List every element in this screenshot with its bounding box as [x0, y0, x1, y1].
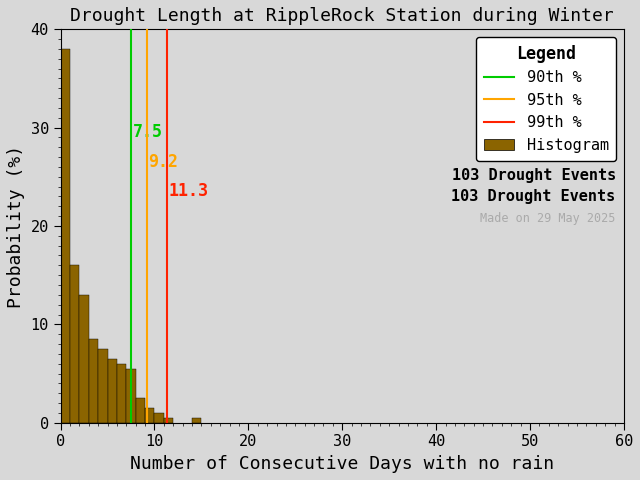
X-axis label: Number of Consecutive Days with no rain: Number of Consecutive Days with no rain [130, 455, 554, 473]
Bar [136, 398, 145, 423]
Text: 11.3: 11.3 [168, 182, 208, 201]
Bar [89, 339, 98, 423]
Bar [79, 295, 89, 423]
Text: Made on 29 May 2025: Made on 29 May 2025 [480, 212, 616, 225]
Text: 9.2: 9.2 [148, 153, 179, 171]
Bar [145, 408, 154, 423]
Bar [164, 418, 173, 423]
Bar [70, 265, 79, 423]
Bar [117, 364, 126, 423]
Bar [98, 349, 108, 423]
Y-axis label: Probability (%): Probability (%) [7, 144, 25, 308]
Bar [108, 359, 117, 423]
Text: 103 Drought Events: 103 Drought Events [452, 168, 616, 183]
Title: Drought Length at RippleRock Station during Winter: Drought Length at RippleRock Station dur… [70, 7, 614, 25]
Bar [126, 369, 136, 423]
Bar [154, 413, 164, 423]
Bar [61, 49, 70, 423]
Text: 7.5: 7.5 [132, 123, 163, 142]
Text: 103 Drought Events: 103 Drought Events [451, 189, 616, 204]
Bar [192, 418, 202, 423]
Legend: 90th %, 95th %, 99th %, Histogram: 90th %, 95th %, 99th %, Histogram [476, 37, 616, 161]
